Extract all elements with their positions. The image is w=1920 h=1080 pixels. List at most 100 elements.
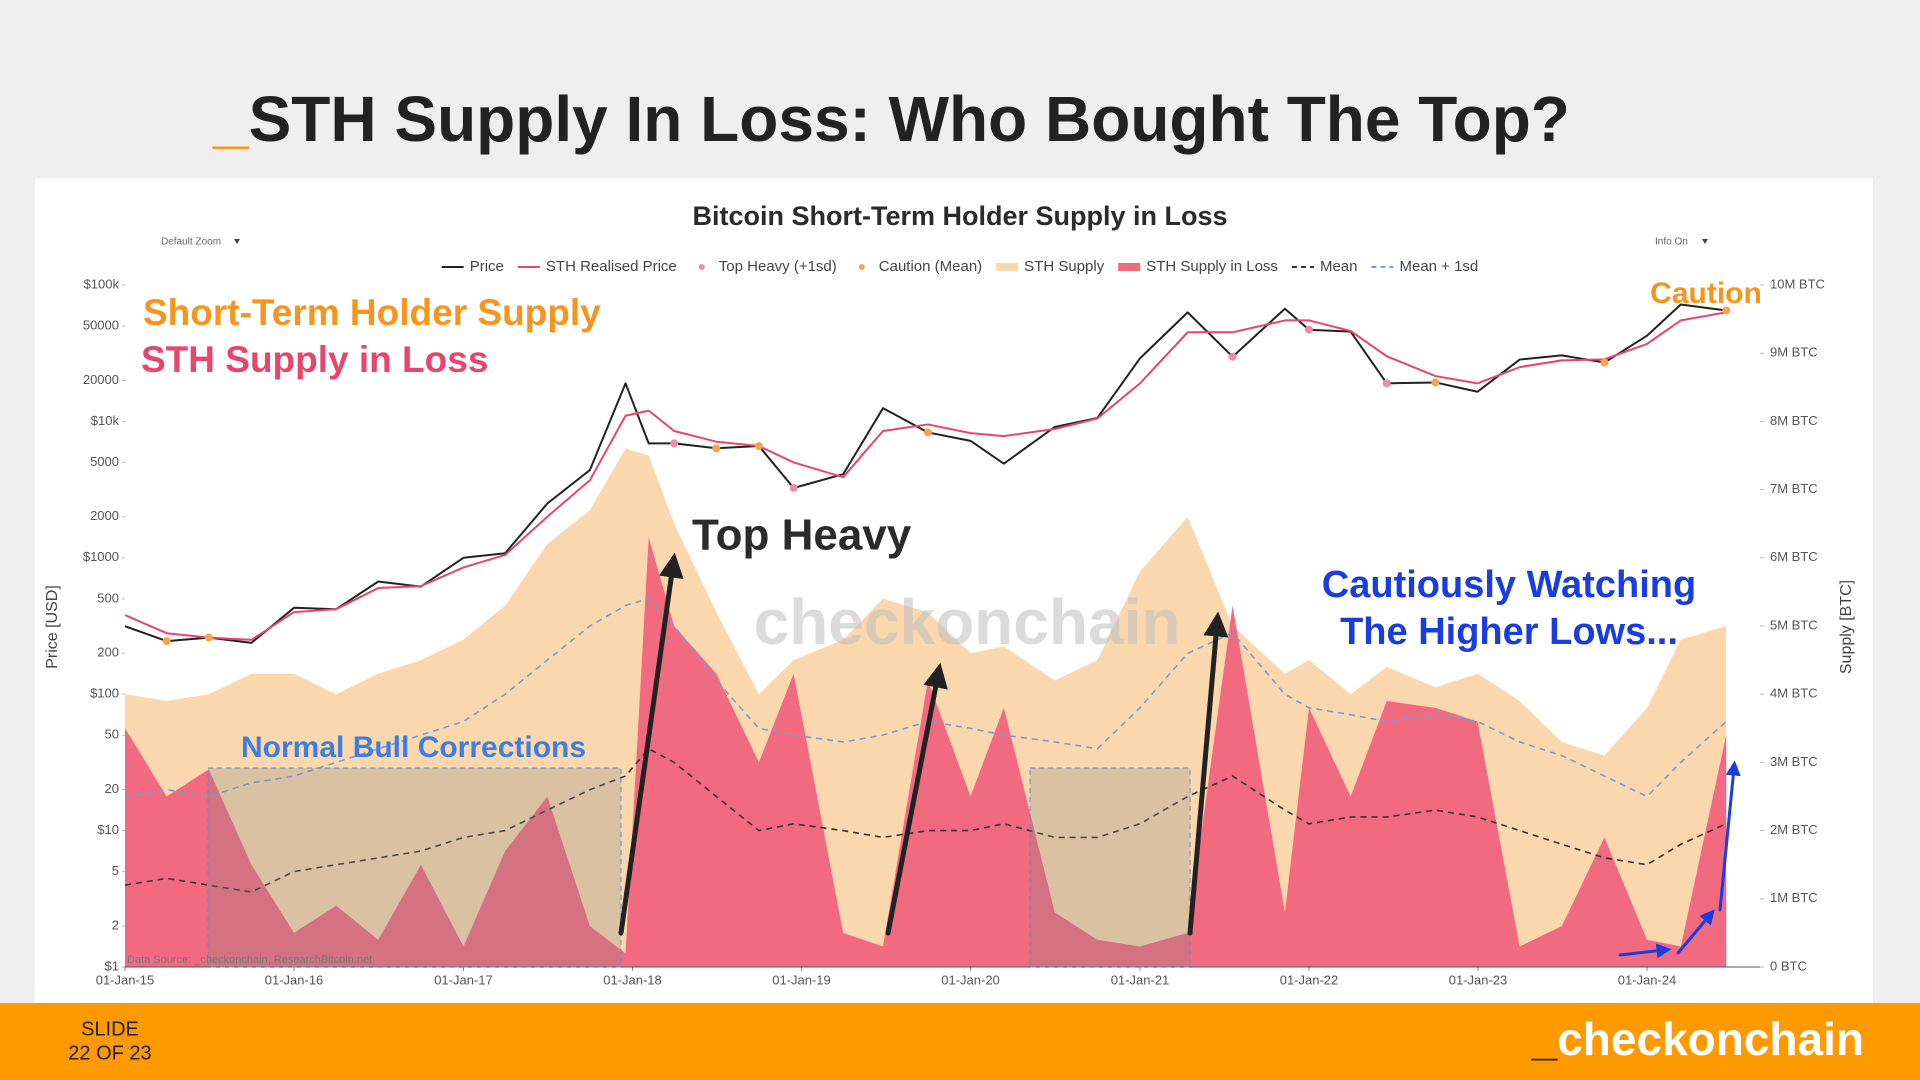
x-tick-label: 01-Jan-24	[1618, 972, 1677, 987]
y-tick-label: 500	[97, 590, 119, 605]
legend-icon	[858, 264, 865, 270]
y2-tick-label: 6M BTC	[1770, 549, 1818, 564]
y-tick-label: 2	[112, 917, 119, 932]
marker	[1431, 378, 1440, 387]
y-tick-label: 2000	[90, 508, 119, 523]
legend-label: STH Realised Price	[546, 258, 677, 275]
legend-label: Mean + 1sd	[1399, 258, 1478, 275]
chart-title: Bitcoin Short-Term Holder Supply in Loss	[692, 201, 1227, 231]
annotation: Normal Bull Corrections	[241, 731, 586, 764]
legend-label: Caution (Mean)	[879, 258, 982, 275]
x-tick-label: 01-Jan-17	[434, 972, 493, 987]
line	[124, 311, 1727, 641]
x-tick-label: 01-Jan-20	[941, 972, 1000, 987]
legend-label: Price	[470, 258, 504, 275]
y-tick-label: 50	[105, 727, 119, 742]
y-tick-label: 50000	[83, 317, 119, 332]
x-tick-label: 01-Jan-18	[603, 972, 662, 987]
dropdown-icon	[1702, 239, 1708, 244]
legend-label: STH Supply in Loss	[1146, 258, 1278, 275]
marker	[1382, 379, 1391, 388]
brand-text: checkonchain	[1557, 1013, 1864, 1065]
data-source: Data Source: _checkonchain, ResearchBitc…	[127, 954, 372, 966]
arrow	[1676, 909, 1715, 955]
zoom-control[interactable]: Default Zoom	[161, 237, 221, 248]
title-prefix: _	[212, 83, 250, 155]
marker	[1228, 352, 1237, 361]
y2-tick-label: 1M BTC	[1770, 890, 1818, 905]
x-tick-label: 01-Jan-22	[1280, 972, 1339, 987]
x-tick-label: 01-Jan-21	[1111, 972, 1170, 987]
legend-icon	[996, 263, 1019, 271]
slide-label: SLIDE	[81, 1018, 139, 1040]
area	[125, 537, 1727, 967]
legend-label: Top Heavy (+1sd)	[719, 258, 837, 275]
y-axis-label: Price [USD]	[44, 585, 61, 669]
annotation: STH Supply in Loss	[141, 339, 488, 380]
y-tick-label: $10k	[91, 413, 120, 428]
annotation: Caution	[1650, 277, 1762, 310]
marker	[754, 442, 763, 451]
y-tick-label: $1	[105, 958, 119, 973]
y2-tick-label: 9M BTC	[1770, 345, 1818, 360]
info-control[interactable]: Info On	[1655, 237, 1688, 248]
y-tick-label: 5	[112, 863, 119, 878]
x-tick-label: 01-Jan-16	[265, 972, 324, 987]
correction-boxes	[207, 767, 1191, 968]
y2-tick-label: 4M BTC	[1770, 686, 1818, 701]
marker	[670, 439, 679, 448]
brand-prefix: _	[1531, 1013, 1558, 1065]
marker	[1600, 358, 1609, 367]
marker	[789, 483, 798, 492]
arrow	[1618, 943, 1672, 959]
legend-label: STH Supply	[1024, 258, 1105, 275]
y2-tick-label: 3M BTC	[1770, 754, 1818, 769]
arrow	[1187, 611, 1229, 936]
arrow	[1718, 760, 1741, 912]
legend-icon	[698, 264, 705, 270]
y-tick-label: $10	[97, 822, 119, 837]
annotation: Top Heavy	[692, 511, 912, 560]
marker	[712, 444, 721, 453]
y2-tick-label: 0 BTC	[1770, 958, 1807, 973]
y2-axis-label: Supply [BTC]	[1838, 580, 1855, 674]
arrow	[885, 662, 948, 936]
x-tick-label: 01-Jan-23	[1449, 972, 1508, 987]
y-tick-label: 200	[97, 645, 119, 660]
x-tick-label: 01-Jan-15	[96, 972, 155, 987]
legend-label: Mean	[1320, 258, 1358, 275]
slide-title: _STH Supply In Loss: Who Bought The Top?	[212, 83, 1570, 155]
legend: Price STH Realised Price Top Heavy (+1sd) C…	[441, 258, 1478, 275]
watermark: checkonchain	[754, 586, 1181, 658]
slide-number: 22 OF 23	[68, 1042, 151, 1064]
y2-tick-label: 7M BTC	[1770, 481, 1818, 496]
dashed-line	[124, 597, 1727, 798]
y-tick-label: 20	[105, 781, 119, 796]
y-tick-label: $100k	[84, 276, 120, 291]
marker	[923, 428, 932, 437]
y-tick-label: 20000	[83, 372, 119, 387]
annotation: The Higher Lows...	[1340, 611, 1678, 653]
legend-icon	[1118, 263, 1141, 271]
marker	[1304, 325, 1313, 334]
marker	[1722, 306, 1731, 315]
footer-brand: _checkonchain	[1531, 1013, 1864, 1065]
y-tick-label: 5000	[90, 454, 119, 469]
marker	[204, 633, 213, 642]
arrow	[618, 552, 684, 936]
y-tick-label: $1000	[83, 549, 119, 564]
title-text: STH Supply In Loss: Who Bought The Top?	[249, 83, 1570, 155]
x-tick-label: 01-Jan-19	[772, 972, 831, 987]
y2-tick-label: 5M BTC	[1770, 617, 1818, 632]
y2-tick-label: 8M BTC	[1770, 413, 1818, 428]
annotation: Cautiously Watching	[1322, 564, 1696, 606]
arrows	[618, 552, 1741, 959]
correction-box	[207, 767, 622, 968]
dropdown-icon	[234, 239, 240, 244]
y2-tick-label: 2M BTC	[1770, 822, 1818, 837]
plot: $1 2 5 $10 20 50 $100 200 500 $1000 2000 5000 $10k 20…	[83, 276, 1825, 987]
footer-bar	[0, 1003, 1920, 1080]
y2-tick-label: 10M BTC	[1770, 276, 1825, 291]
